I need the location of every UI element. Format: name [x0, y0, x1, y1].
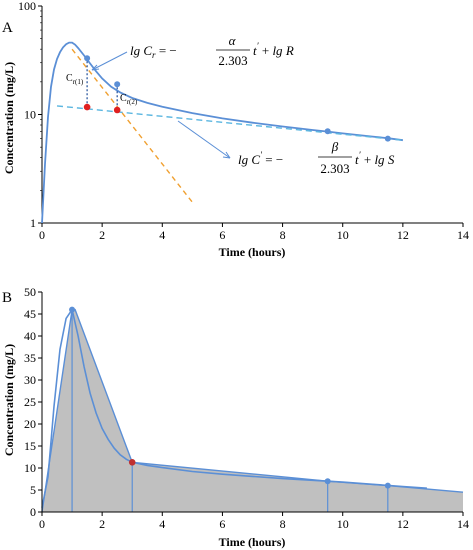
panel-b-x-tick-label: 14	[457, 517, 469, 531]
arrow-head-2	[222, 151, 231, 159]
panel-a-tick-labels: 0 2 4 6 8 10 12 14 1 10 100	[18, 0, 469, 242]
svg-text:Cr(2): Cr(2)	[120, 93, 138, 106]
svg-text:lg Cr = −: lg Cr = −	[130, 43, 177, 60]
panel-b-data-point	[384, 482, 391, 489]
panel-a-data-point	[84, 55, 91, 62]
svg-text:Cr(1): Cr(1)	[66, 73, 84, 86]
panel-a-x-tick-label: 0	[39, 228, 45, 242]
panel-a-residual-point	[113, 106, 121, 114]
panel-b-data-point	[324, 478, 331, 485]
svg-text:β: β	[331, 139, 339, 154]
panel-a-pointer-arrows	[91, 51, 231, 159]
panel-b-tick-labels: 0 2 4 6 8 10 12 14 0 5 10 15 20 25 30 35 40 45 50	[24, 285, 469, 531]
panel-b-letter: B	[2, 290, 12, 306]
panel-b-y-tick-label: 5	[30, 483, 36, 497]
panel-a-x-tick-label: 6	[219, 228, 225, 242]
svg-text:lg C′ = −: lg C′ = −	[238, 150, 283, 167]
panel-a-residual-line	[71, 48, 193, 203]
svg-text:α: α	[229, 33, 237, 48]
svg-text:2.303: 2.303	[218, 53, 247, 68]
panel-b-highlight-point	[128, 458, 136, 466]
panel-a-terminal-phase-line	[56, 105, 403, 141]
panel-b-x-tick-label: 6	[219, 517, 225, 531]
panel-a-y-tick-label: 1	[30, 216, 36, 230]
svg-text:t′ + lg R: t′ + lg R	[253, 41, 294, 58]
panel-a-x-tick-label: 14	[457, 228, 469, 242]
panel-a-x-tick-label: 4	[159, 228, 165, 242]
panel-a-equation-beta: lg C′ = − β 2.303 t′ + lg S	[238, 139, 395, 176]
panel-b-x-tick-label: 0	[39, 517, 45, 531]
panel-b-y-tick-label: 0	[30, 505, 36, 519]
panel-b-data-point	[69, 306, 76, 313]
panel-a-letter: A	[2, 20, 13, 36]
panel-a-equation-alpha: lg Cr = − α 2.303 t′ + lg R	[130, 33, 294, 68]
arrow-to-terminal-line	[177, 120, 231, 159]
panel-b-y-tick-label: 35	[24, 351, 36, 365]
panel-a-xlabel: Time (hours)	[219, 245, 286, 259]
panel-b-marks	[41, 306, 464, 513]
svg-text:2.303: 2.303	[320, 161, 349, 176]
panel-a-data-point	[324, 128, 331, 135]
panel-a-axes	[38, 5, 464, 227]
panel-b-y-tick-label: 50	[24, 285, 36, 299]
panel-a: A Concentration (mg/L) Time (hours) 0 2 4 6…	[2, 0, 469, 259]
svg-text:t′ + lg S: t′ + lg S	[355, 150, 395, 167]
panel-a-data-point	[114, 81, 121, 88]
panel-b: B Concentration (mg/L) Time (hours) 0 2 4 6…	[2, 285, 469, 549]
panel-b-concentration-curve	[41, 307, 427, 508]
panel-a-marks	[41, 41, 404, 224]
panel-a-cr1-label: Cr(1)	[66, 73, 84, 86]
panel-b-y-tick-label: 30	[24, 373, 36, 387]
panel-b-x-tick-label: 4	[159, 517, 165, 531]
panel-b-x-tick-label: 10	[337, 517, 349, 531]
panel-b-x-tick-label: 12	[397, 517, 409, 531]
panel-a-ylabel: Concentration (mg/L)	[2, 62, 16, 174]
panel-b-x-tick-label: 2	[99, 517, 105, 531]
panel-b-axes	[38, 291, 464, 516]
arrow-to-residual-line	[91, 51, 128, 71]
panel-a-x-tick-label: 2	[99, 228, 105, 242]
panel-a-y-tick-label: 10	[24, 108, 36, 122]
panel-b-ylabel: Concentration (mg/L)	[2, 344, 16, 456]
panel-b-xlabel: Time (hours)	[219, 535, 286, 549]
panel-b-x-tick-label: 8	[280, 517, 286, 531]
panel-b-y-tick-label: 40	[24, 329, 36, 343]
panel-b-y-tick-label: 25	[24, 395, 36, 409]
panel-a-cr2-label: Cr(2)	[120, 93, 138, 106]
panel-a-data-point	[384, 135, 391, 142]
panel-b-y-tick-label: 20	[24, 417, 36, 431]
panel-b-y-tick-label: 15	[24, 439, 36, 453]
panel-a-x-tick-label: 10	[337, 228, 349, 242]
arrow-head-1	[91, 64, 100, 71]
panel-a-x-tick-label: 12	[397, 228, 409, 242]
panel-a-x-tick-label: 8	[280, 228, 286, 242]
panel-b-y-tick-label: 45	[24, 307, 36, 321]
panel-a-y-tick-label: 100	[18, 0, 36, 13]
panel-b-auc-fill	[42, 309, 463, 512]
panel-a-concentration-curve	[41, 41, 404, 224]
panel-a-residual-point	[83, 103, 91, 111]
panel-b-y-tick-label: 10	[24, 461, 36, 475]
